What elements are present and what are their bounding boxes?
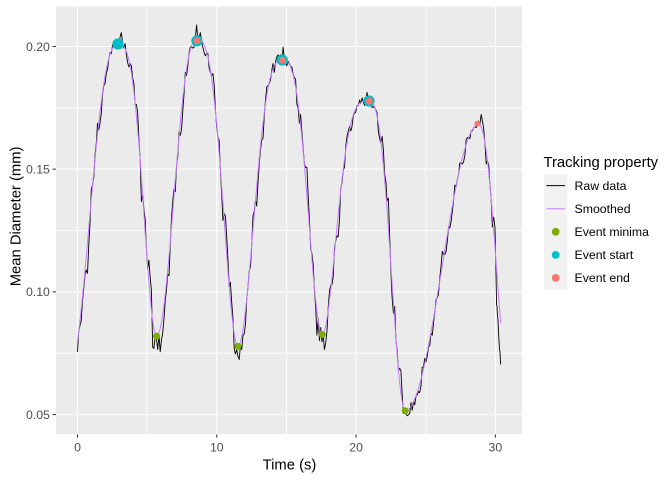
svg-text:0.05: 0.05 [26, 408, 50, 422]
svg-text:20: 20 [349, 441, 363, 455]
svg-text:Mean Diameter (mm): Mean Diameter (mm) [9, 146, 25, 286]
svg-text:0: 0 [74, 441, 81, 455]
svg-text:Tracking property: Tracking property [544, 155, 659, 171]
svg-text:10: 10 [210, 441, 224, 455]
svg-text:30: 30 [489, 441, 503, 455]
svg-text:0.20: 0.20 [26, 40, 50, 54]
svg-text:Raw data: Raw data [575, 179, 627, 193]
svg-text:0.10: 0.10 [26, 285, 50, 299]
svg-text:Time (s): Time (s) [263, 457, 317, 473]
svg-text:0.15: 0.15 [26, 163, 50, 177]
svg-text:Event minima: Event minima [575, 225, 650, 239]
svg-text:Smoothed: Smoothed [575, 202, 631, 216]
svg-text:Event end: Event end [575, 271, 631, 285]
svg-text:Event start: Event start [575, 248, 634, 262]
